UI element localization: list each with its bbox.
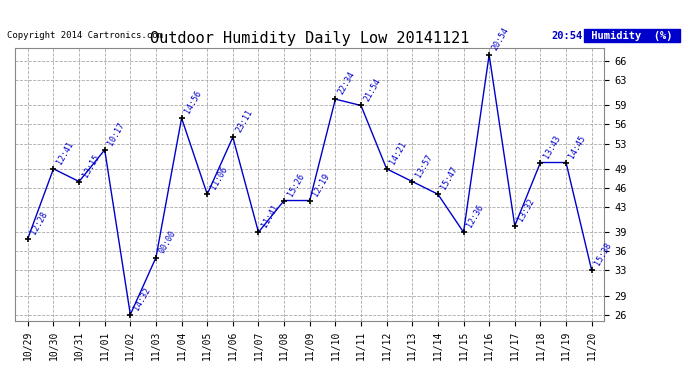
Text: 11:06: 11:06	[208, 165, 229, 191]
Text: 21:54: 21:54	[362, 76, 383, 103]
Text: 13:32: 13:32	[516, 197, 536, 223]
Text: 12:28: 12:28	[29, 210, 50, 236]
Text: 15:26: 15:26	[286, 172, 306, 198]
Text: 11:41: 11:41	[260, 203, 280, 229]
Text: 15:47: 15:47	[440, 165, 460, 191]
Text: Copyright 2014 Cartronics.com: Copyright 2014 Cartronics.com	[7, 30, 163, 39]
Text: 13:43: 13:43	[542, 134, 562, 160]
Text: 14:32: 14:32	[132, 286, 152, 312]
Text: 23:11: 23:11	[234, 108, 255, 134]
Text: 13:57: 13:57	[413, 153, 434, 179]
Text: 14:45: 14:45	[567, 134, 588, 160]
Text: 00:00: 00:00	[157, 229, 177, 255]
Text: 20:54: 20:54	[552, 31, 583, 40]
Text: 15:38: 15:38	[593, 241, 613, 267]
Text: 14:56: 14:56	[183, 89, 204, 116]
Text: 12:41: 12:41	[55, 140, 75, 166]
Text: 13:15: 13:15	[81, 153, 101, 179]
Text: 20:54: 20:54	[491, 26, 511, 52]
Text: 14:21: 14:21	[388, 140, 408, 166]
Text: 12:19: 12:19	[311, 172, 331, 198]
Text: 22:34: 22:34	[337, 70, 357, 96]
Text: 10:17: 10:17	[106, 121, 126, 147]
Title: Outdoor Humidity Daily Low 20141121: Outdoor Humidity Daily Low 20141121	[150, 31, 469, 46]
Text: 12:36: 12:36	[465, 203, 485, 229]
Text: Humidity  (%): Humidity (%)	[585, 31, 679, 40]
